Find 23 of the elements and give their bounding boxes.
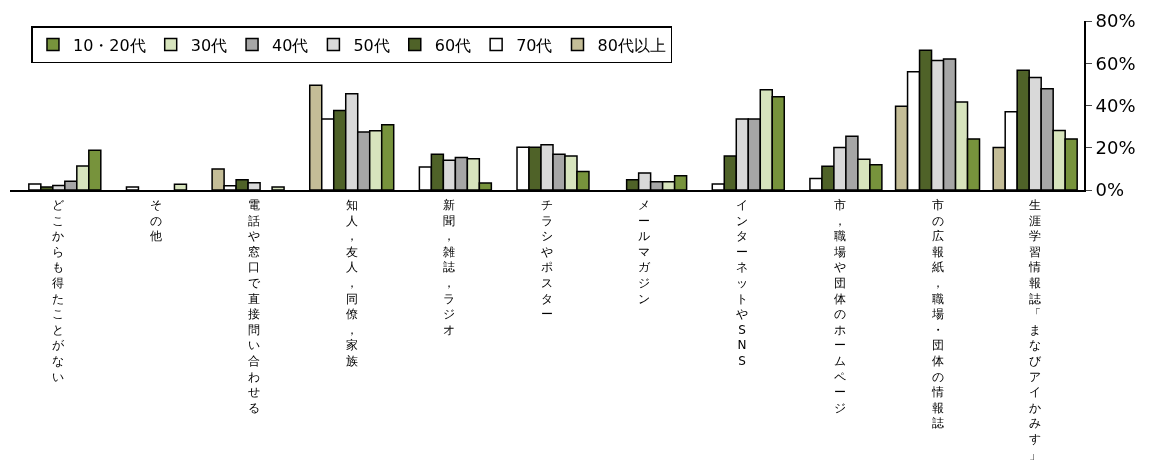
legend-label: 50代: [353, 35, 390, 55]
category-label: どこからも得たことがない: [52, 198, 64, 384]
x-tick-label: その他: [150, 198, 162, 244]
category-label: 知人，友人，同僚，家族: [346, 198, 358, 368]
legend-label: 60代: [434, 35, 472, 55]
category-label: 市，職場や団体のホームページ: [834, 198, 846, 415]
x-tick-label: メールマガジン: [638, 198, 651, 306]
x-tick-label: チラシやポスター: [541, 198, 553, 322]
y-tick-label: 20%: [1095, 137, 1136, 159]
category-label: 電話や窓口で直接問い合わせる: [248, 198, 260, 415]
legend-label: 10・20代: [72, 35, 146, 55]
category-label: 生涯学習情報誌「まなびアイかみす」: [1029, 198, 1041, 462]
y-tick-label: 0%: [1095, 179, 1125, 201]
legend-label: 70代: [516, 35, 553, 55]
category-label: 市の広報紙，職場・団体の情報誌: [932, 198, 944, 431]
legend-label: 40代: [272, 35, 309, 55]
category-label: 新聞，雑誌，ラジオ: [443, 198, 455, 337]
legend-label: 80代以上: [597, 35, 666, 55]
y-tick-label: 80%: [1095, 10, 1136, 32]
y-tick-label: 60%: [1095, 52, 1136, 74]
legend-label: 30代: [190, 35, 228, 55]
category-label: インターネットやSNS: [736, 198, 748, 368]
y-tick-label: 40%: [1095, 94, 1136, 116]
